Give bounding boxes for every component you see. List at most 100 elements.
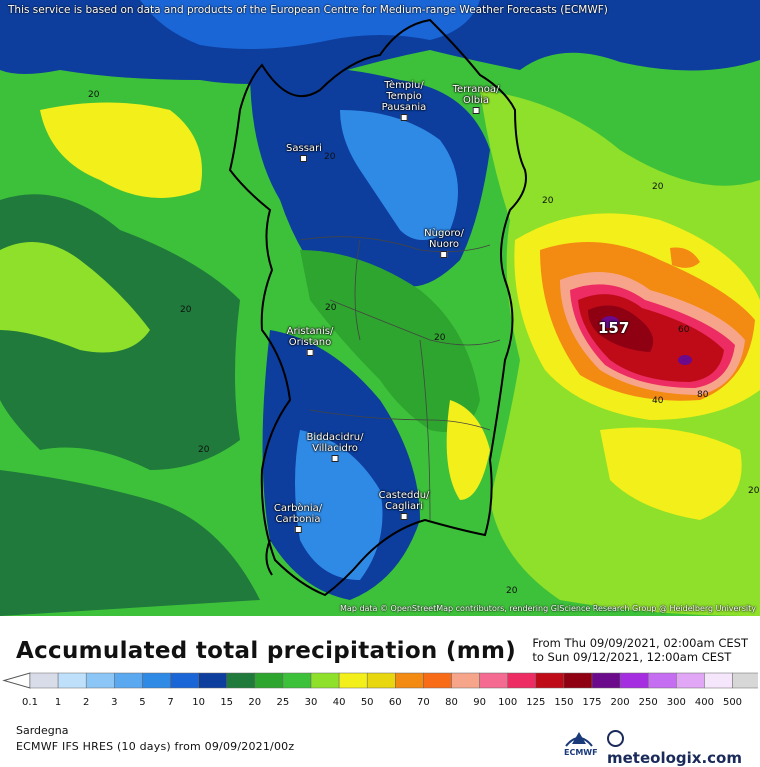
legend-swatch bbox=[366, 672, 396, 689]
contour-label: 20 bbox=[198, 445, 210, 455]
city-sassari[interactable]: Sassari bbox=[286, 143, 322, 162]
legend-swatch bbox=[563, 672, 593, 689]
legend-tick-label: 3 bbox=[111, 697, 118, 708]
map-field bbox=[0, 0, 760, 616]
legend-tick-label: 70 bbox=[417, 697, 430, 708]
period-from: From Thu 09/09/2021, 02:00am CEST bbox=[532, 636, 748, 650]
legend-swatch bbox=[29, 672, 59, 689]
meteologix-text: meteologix.com bbox=[607, 749, 742, 767]
city-marker bbox=[440, 251, 448, 258]
city-label: Sassari bbox=[286, 143, 322, 154]
city-label: Casteddu/Cagliari bbox=[378, 490, 430, 512]
region-name: Sardegna bbox=[16, 724, 69, 737]
contour-label: 40 bbox=[652, 396, 664, 406]
legend-tick-label: 25 bbox=[276, 697, 290, 708]
contour-label: 20 bbox=[506, 586, 518, 596]
city-label: Carbònia/Carbonia bbox=[273, 503, 323, 525]
ecmwf-logo-text: ECMWF bbox=[564, 748, 598, 757]
contour-label: 20 bbox=[324, 152, 336, 162]
city-marker bbox=[331, 455, 339, 462]
legend-tick-label: 175 bbox=[582, 697, 602, 708]
legend-swatch bbox=[704, 672, 733, 689]
legend-swatch bbox=[647, 672, 677, 689]
city-marker bbox=[400, 114, 408, 121]
legend-tick-label: 10 bbox=[192, 697, 205, 708]
legend-tick-label: 15 bbox=[220, 697, 234, 708]
city-nuoro[interactable]: Nùgoro/Nuoro bbox=[424, 228, 464, 258]
legend-swatch bbox=[254, 672, 284, 689]
forecast-period: From Thu 09/09/2021, 02:00am CEST to Sun… bbox=[532, 636, 748, 664]
legend-ticks: 0.1 1 2 3 5 7 10 15 20 25 30 40 50 60 70 80 90 100 125 150 1… bbox=[0, 697, 760, 711]
legend-swatch bbox=[198, 672, 227, 689]
legend-tick-label: 80 bbox=[445, 697, 458, 708]
legend-tick-label: 20 bbox=[248, 697, 262, 708]
legend-swatch bbox=[338, 672, 368, 689]
legend-swatch bbox=[423, 672, 452, 689]
legend-tick-label: 150 bbox=[554, 697, 574, 708]
legend-swatch bbox=[732, 672, 758, 689]
legend-swatch bbox=[507, 672, 537, 689]
legend-tick-label: 100 bbox=[498, 697, 518, 708]
legend-swatch bbox=[619, 672, 649, 689]
legend-tick-label: 30 bbox=[304, 697, 318, 708]
legend-tick-label: 40 bbox=[332, 697, 346, 708]
legend-tick-label: 90 bbox=[473, 697, 486, 708]
legend-swatch bbox=[170, 672, 199, 689]
contour-label: 20 bbox=[434, 333, 446, 343]
city-marker bbox=[400, 513, 408, 520]
period-to: to Sun 09/12/2021, 12:00am CEST bbox=[532, 650, 732, 664]
contour-label: 20 bbox=[88, 90, 100, 100]
precipitation-map[interactable]: This service is based on data and produc… bbox=[0, 0, 760, 616]
legend-swatch bbox=[142, 672, 171, 689]
city-cagliari[interactable]: Casteddu/Cagliari bbox=[378, 490, 430, 520]
legend-swatch bbox=[114, 672, 143, 689]
legend-tick-label: 2 bbox=[83, 697, 90, 708]
contour-label: 20 bbox=[180, 305, 192, 315]
legend-swatch bbox=[676, 672, 705, 689]
legend-tick-label: 7 bbox=[167, 697, 174, 708]
city-villacidro[interactable]: Biddacidru/Villacidro bbox=[306, 432, 364, 462]
legend-tick-label: 60 bbox=[388, 697, 402, 708]
legend-tick-label: 125 bbox=[526, 697, 546, 708]
ecmwf-logo[interactable]: ECMWF bbox=[558, 730, 600, 758]
meteologix-logo[interactable]: meteologix.com bbox=[607, 730, 760, 767]
legend-swatch bbox=[57, 672, 87, 689]
contour-label: 80 bbox=[697, 390, 709, 400]
legend-swatch bbox=[85, 672, 115, 689]
city-marker bbox=[472, 107, 480, 114]
meteologix-icon bbox=[607, 730, 624, 747]
legend-swatch bbox=[226, 672, 256, 689]
city-oristano[interactable]: Aristanis/Oristano bbox=[286, 326, 334, 356]
legend-tick-label: 200 bbox=[610, 697, 630, 708]
legend-tick-label: 400 bbox=[694, 697, 714, 708]
map-attribution: Map data © OpenStreetMap contributors, r… bbox=[340, 604, 756, 613]
legend-swatch bbox=[395, 672, 424, 689]
contour-label: 20 bbox=[748, 486, 760, 496]
city-tempio[interactable]: Tèmpiu/Tempio Pausania bbox=[382, 80, 426, 121]
color-legend bbox=[2, 672, 758, 689]
city-carbonia[interactable]: Carbònia/Carbonia bbox=[274, 503, 322, 533]
legend-swatch bbox=[591, 672, 621, 689]
legend-swatch bbox=[282, 672, 312, 689]
legend-arrow-left bbox=[2, 672, 31, 689]
legend-swatch bbox=[535, 672, 565, 689]
city-marker bbox=[300, 155, 308, 162]
legend-tick-label: 500 bbox=[722, 697, 743, 708]
ecmwf-notice: This service is based on data and produc… bbox=[8, 4, 608, 16]
ecmwf-logo-icon bbox=[565, 732, 593, 747]
page-title: Accumulated total precipitation (mm) bbox=[16, 638, 517, 664]
contour-label: 20 bbox=[325, 303, 337, 313]
city-marker bbox=[294, 526, 302, 533]
legend-tick-label: 0.1 bbox=[22, 697, 38, 708]
city-label: Nùgoro/Nuoro bbox=[424, 228, 464, 250]
city-label: Biddacidru/Villacidro bbox=[306, 432, 364, 454]
legend-tick-label: 250 bbox=[638, 697, 658, 708]
contour-label: 20 bbox=[652, 182, 664, 192]
legend-swatch bbox=[479, 672, 508, 689]
city-label: Aristanis/Oristano bbox=[286, 326, 334, 348]
city-marker bbox=[306, 349, 314, 356]
city-olbia[interactable]: Terranoa/Olbia bbox=[452, 84, 500, 114]
contour-label: 60 bbox=[678, 325, 690, 335]
max-value-label: 157 bbox=[598, 319, 630, 337]
city-label: Terranoa/Olbia bbox=[452, 84, 500, 106]
